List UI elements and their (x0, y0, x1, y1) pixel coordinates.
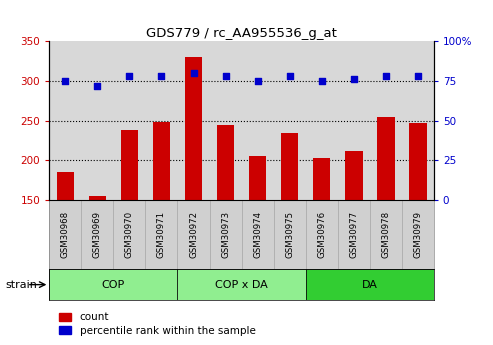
Point (317, 78, 325, 84)
Text: strain: strain (5, 280, 37, 289)
Bar (313, 158, 330, 200)
Point (350, 77, 357, 82)
Bar (81, 200, 113, 269)
Point (94, 83, 102, 89)
Bar (249, 156, 266, 200)
Bar (217, 125, 234, 200)
Bar (242, 200, 274, 269)
Legend: count, percentile rank within the sample: count, percentile rank within the sample (55, 308, 259, 340)
Bar (281, 132, 298, 200)
Bar (306, 200, 338, 269)
Point (157, 73, 165, 79)
Bar (338, 200, 370, 269)
Text: DA: DA (362, 280, 378, 289)
Bar (57, 172, 74, 200)
Point (61, 78, 69, 84)
Text: GSM30968: GSM30968 (61, 211, 70, 258)
Bar (49, 269, 177, 300)
Bar (345, 151, 362, 200)
Point (382, 73, 389, 79)
Point (414, 73, 422, 79)
Bar (274, 200, 306, 269)
Text: GSM30976: GSM30976 (317, 211, 326, 258)
Bar (49, 200, 81, 269)
Bar (409, 123, 426, 200)
Text: COP: COP (102, 280, 125, 289)
Text: GSM30979: GSM30979 (413, 211, 423, 258)
Bar (306, 269, 434, 300)
Bar (177, 269, 306, 300)
Text: GSM30974: GSM30974 (253, 211, 262, 258)
Bar (402, 200, 434, 269)
Bar (370, 200, 402, 269)
Bar (89, 196, 106, 200)
Bar (210, 200, 242, 269)
Text: GSM30971: GSM30971 (157, 211, 166, 258)
Text: GSM30970: GSM30970 (125, 211, 134, 258)
Bar (113, 200, 145, 269)
Bar (153, 122, 170, 200)
Text: GSM30977: GSM30977 (349, 211, 358, 258)
Text: COP x DA: COP x DA (215, 280, 268, 289)
Bar (145, 200, 177, 269)
Point (286, 73, 294, 79)
Point (125, 73, 133, 79)
Bar (177, 200, 210, 269)
Text: GSM30975: GSM30975 (285, 211, 294, 258)
Text: GSM30973: GSM30973 (221, 211, 230, 258)
Text: GSM30969: GSM30969 (93, 211, 102, 258)
Point (189, 70, 197, 76)
Point (253, 78, 261, 84)
Bar (121, 130, 138, 200)
Point (221, 73, 229, 79)
Text: GSM30978: GSM30978 (381, 211, 390, 258)
Bar (185, 57, 202, 200)
Bar (377, 117, 394, 200)
Title: GDS779 / rc_AA955536_g_at: GDS779 / rc_AA955536_g_at (146, 27, 337, 40)
Text: GSM30972: GSM30972 (189, 211, 198, 258)
